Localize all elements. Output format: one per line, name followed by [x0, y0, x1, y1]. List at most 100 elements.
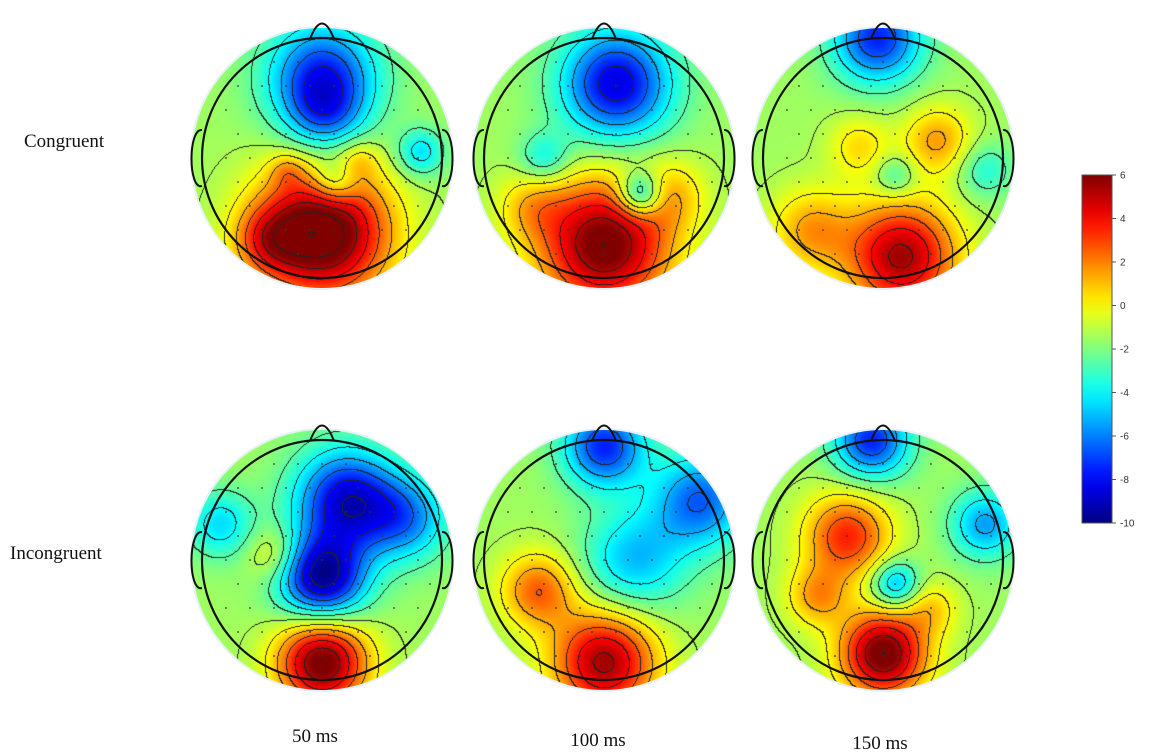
electrode — [603, 61, 605, 63]
electrode — [507, 511, 509, 513]
electrode — [834, 463, 836, 465]
electrode — [615, 133, 617, 135]
electrode — [345, 253, 347, 255]
electrode — [393, 157, 395, 159]
electrode — [846, 229, 848, 231]
electrode — [369, 253, 371, 255]
electrode — [990, 535, 992, 537]
electrode — [882, 109, 884, 111]
nose-outline — [870, 424, 896, 442]
electrode — [225, 157, 227, 159]
electrode — [393, 511, 395, 513]
electrode — [711, 133, 713, 135]
electrode — [834, 205, 836, 207]
electrode — [942, 229, 944, 231]
electrode — [321, 559, 323, 561]
electrode — [954, 607, 956, 609]
electrode — [555, 463, 557, 465]
electrode — [990, 181, 992, 183]
electrode — [543, 181, 545, 183]
electrode — [906, 511, 908, 513]
electrode — [870, 133, 872, 135]
electrode — [858, 559, 860, 561]
electrode — [321, 61, 323, 63]
electrode — [225, 109, 227, 111]
electrode — [393, 559, 395, 561]
electrode — [699, 559, 701, 561]
electrode — [261, 583, 263, 585]
electrode — [846, 85, 848, 87]
electrode — [858, 61, 860, 63]
electrode — [978, 559, 980, 561]
electrode — [954, 205, 956, 207]
electrode — [543, 85, 545, 87]
electrode-grid — [225, 61, 431, 255]
electrode — [990, 133, 992, 135]
electrode — [357, 181, 359, 183]
electrode — [519, 583, 521, 585]
electrode — [918, 631, 920, 633]
electrode — [321, 253, 323, 255]
electrode — [297, 511, 299, 513]
electrode — [663, 85, 665, 87]
electrode — [249, 157, 251, 159]
electrode — [297, 205, 299, 207]
electrode — [333, 181, 335, 183]
electrode — [834, 157, 836, 159]
electrode — [639, 85, 641, 87]
electrode — [810, 109, 812, 111]
electrode — [381, 85, 383, 87]
electrode-grid — [507, 463, 713, 657]
electrode — [369, 655, 371, 657]
electrode — [711, 181, 713, 183]
electrode — [555, 559, 557, 561]
electrode — [555, 607, 557, 609]
electrode — [834, 61, 836, 63]
left-ear-outline — [751, 531, 764, 589]
electrode — [357, 133, 359, 135]
electrode — [918, 583, 920, 585]
electrode — [297, 109, 299, 111]
electrode — [978, 205, 980, 207]
electrode — [651, 559, 653, 561]
electrode — [321, 157, 323, 159]
electrode — [651, 463, 653, 465]
electrode — [345, 157, 347, 159]
electrode — [846, 631, 848, 633]
electrode — [567, 229, 569, 231]
electrode — [627, 253, 629, 255]
electrode — [966, 583, 968, 585]
electrode — [822, 535, 824, 537]
colorbar-tick-label: 4 — [1120, 214, 1126, 225]
electrode — [567, 487, 569, 489]
electrode — [918, 133, 920, 135]
electrode — [687, 181, 689, 183]
electrode — [675, 109, 677, 111]
electrode — [786, 205, 788, 207]
electrode — [603, 559, 605, 561]
electrode — [822, 583, 824, 585]
electrode — [237, 631, 239, 633]
electrode — [417, 511, 419, 513]
electrode — [786, 607, 788, 609]
electrode — [870, 535, 872, 537]
electrode — [603, 463, 605, 465]
electrode — [309, 631, 311, 633]
electrode — [639, 229, 641, 231]
electrode — [711, 583, 713, 585]
electrode — [942, 535, 944, 537]
electrode — [663, 487, 665, 489]
electrode — [579, 109, 581, 111]
electrode — [834, 655, 836, 657]
electrode — [507, 607, 509, 609]
electrode — [894, 181, 896, 183]
electrode — [519, 229, 521, 231]
electrode — [381, 487, 383, 489]
electrode — [627, 157, 629, 159]
electrode — [273, 61, 275, 63]
electrode — [381, 583, 383, 585]
electrode — [882, 205, 884, 207]
electrode — [687, 229, 689, 231]
right-ear-outline — [723, 531, 736, 589]
electrode — [651, 607, 653, 609]
